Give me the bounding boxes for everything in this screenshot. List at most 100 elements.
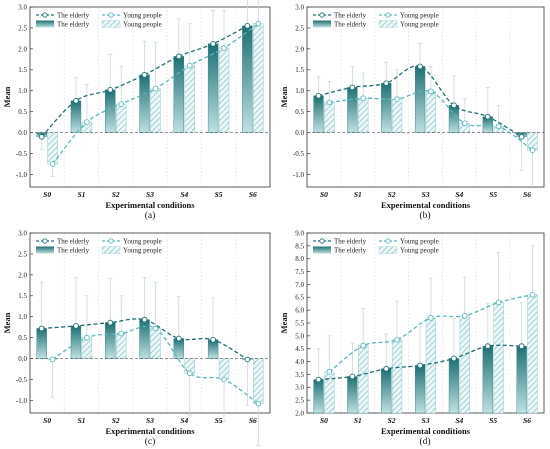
point-elderly [210, 336, 216, 343]
legend-swatch-elderly [313, 246, 331, 254]
bar-young [253, 358, 264, 404]
y-axis-label: Mean [279, 312, 289, 333]
point-elderly [383, 365, 390, 372]
point-young [152, 85, 159, 92]
bar-elderly [70, 325, 82, 359]
point-elderly [107, 87, 114, 93]
legend: The elderly Young people The elderly Young … [36, 237, 162, 254]
legend-swatch-young [101, 246, 121, 254]
point-elderly [244, 356, 251, 363]
y-tick-label: 8.0 [295, 255, 304, 263]
y-tick-label: 4.5 [295, 345, 304, 353]
point-elderly [383, 80, 390, 87]
bar-young [391, 98, 403, 133]
y-tick-label: 2.0 [295, 45, 304, 53]
point-young [428, 315, 434, 321]
bar-young [150, 88, 161, 133]
x-category-label: S2 [112, 416, 120, 425]
x-category-label: S6 [523, 416, 531, 425]
x-category-label: S0 [43, 190, 51, 199]
bar-young [459, 315, 470, 414]
legend-swatch-young [101, 20, 121, 28]
y-tick-label: 5.0 [295, 332, 304, 340]
y-tick-label: -1.0 [16, 397, 28, 405]
x-axis-label: Experimental conditions [381, 426, 471, 436]
x-category-label: S1 [354, 416, 362, 425]
x-category-label: S1 [77, 416, 85, 425]
legend-label: The elderly [57, 237, 90, 245]
point-elderly [518, 133, 525, 140]
bar-elderly [139, 74, 150, 133]
x-category-label: S0 [320, 416, 328, 425]
legend-label: The elderly [334, 20, 367, 28]
point-elderly [38, 133, 45, 140]
y-tick-label: 6.0 [295, 307, 304, 315]
point-elderly [484, 343, 491, 349]
bar-elderly [36, 328, 47, 359]
x-axis-label: Experimental conditions [105, 426, 195, 436]
panel-label: (b) [419, 210, 430, 221]
y-tick-label: 3.5 [295, 371, 304, 379]
bar-elderly [105, 322, 116, 359]
chart-panel: -1.0 -0.5 0.0 0.5 1.0 1.5 2.0 2.5 3.0 S0 S1 S2 S3 S4 S… [2, 229, 271, 447]
point-young [221, 45, 227, 51]
bar-elderly [347, 87, 358, 133]
bar-young [116, 103, 127, 133]
panel-label: (d) [419, 436, 430, 447]
point-young [394, 336, 400, 343]
y-tick-label: -1.0 [293, 171, 305, 179]
y-tick-label: 2.5 [18, 250, 27, 258]
bar-young [324, 102, 335, 133]
legend-marker-young [108, 12, 114, 18]
bar-young [425, 317, 437, 414]
legend-marker-young [385, 12, 391, 18]
legend-marker-young [385, 238, 391, 244]
bar-young [527, 294, 538, 414]
point-elderly [244, 22, 251, 29]
legend-label: Young people [123, 246, 162, 254]
x-category-label: S2 [112, 190, 120, 199]
point-elderly [349, 373, 356, 380]
point-young [360, 342, 367, 349]
point-young [49, 356, 56, 363]
point-young [360, 95, 367, 102]
point-young [326, 99, 333, 106]
legend-marker-elderly [319, 12, 325, 18]
x-category-label: S3 [146, 190, 154, 199]
x-category-label: S0 [320, 190, 328, 199]
x-category-label: S2 [388, 190, 396, 199]
bar-elderly [414, 365, 426, 414]
point-young [221, 376, 227, 383]
chart-panel: -1.0 -0.5 0.0 0.5 1.0 1.5 2.0 2.5 3.0 S0 S1 S2 S3 S4 S… [279, 3, 545, 221]
legend: The elderly Young people The elderly Young … [313, 237, 439, 254]
y-tick-label: 2.5 [18, 24, 27, 32]
y-tick-label: 1.0 [18, 313, 27, 321]
point-young [495, 123, 502, 130]
x-category-label: S4 [180, 190, 188, 199]
y-axis-label: Mean [2, 312, 12, 333]
legend-marker-young [108, 238, 114, 244]
point-elderly [73, 97, 79, 104]
legend-label: Young people [123, 237, 162, 245]
legend: The elderly Young people The elderly Young … [313, 11, 439, 28]
y-tick-label: 0.0 [295, 129, 304, 137]
y-tick-label: -0.5 [16, 150, 28, 158]
legend-label: Young people [400, 20, 439, 28]
point-young [84, 334, 90, 341]
y-tick-label: 0.5 [295, 108, 304, 116]
point-elderly [451, 355, 457, 362]
plot-frame [29, 6, 271, 188]
bar-elderly [173, 56, 184, 133]
point-elderly [141, 71, 148, 78]
y-axis-label: Mean [279, 86, 289, 107]
x-category-label: S4 [180, 416, 188, 425]
bar-elderly [381, 82, 392, 133]
point-elderly [38, 325, 45, 332]
y-tick-label: 2.5 [295, 397, 304, 405]
point-young [84, 119, 90, 125]
y-tick-label: 3.0 [295, 384, 304, 392]
bar-young [218, 47, 230, 133]
x-category-label: S5 [215, 190, 223, 199]
point-young [255, 20, 262, 27]
